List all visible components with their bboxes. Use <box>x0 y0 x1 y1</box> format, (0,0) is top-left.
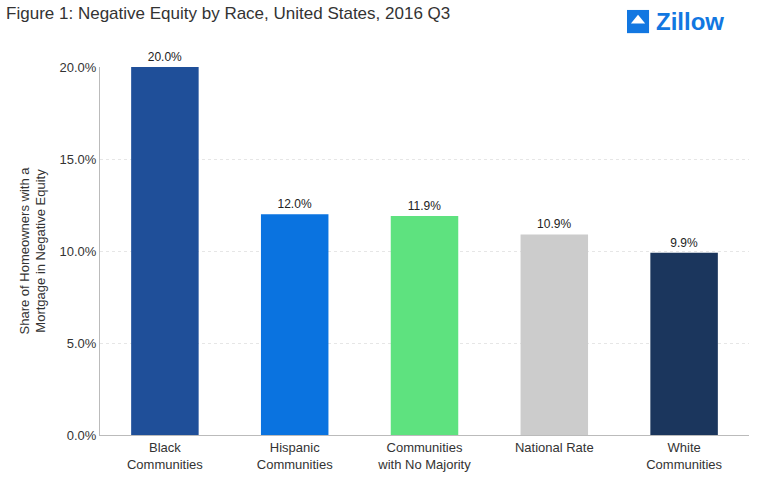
svg-text:12.0%: 12.0% <box>278 197 312 211</box>
svg-text:WhiteCommunities: WhiteCommunities <box>646 440 722 472</box>
svg-text:20.0%: 20.0% <box>60 60 97 75</box>
svg-text:9.9%: 9.9% <box>670 236 698 250</box>
svg-text:Zillow: Zillow <box>656 8 724 35</box>
svg-text:Figure 1: Negative Equity by R: Figure 1: Negative Equity by Race, Unite… <box>6 4 450 23</box>
svg-text:0.0%: 0.0% <box>67 428 97 443</box>
svg-text:Share of Homeowners with aMort: Share of Homeowners with aMortgage in Ne… <box>17 167 49 335</box>
svg-text:5.0%: 5.0% <box>67 336 97 351</box>
svg-text:11.9%: 11.9% <box>408 199 441 213</box>
svg-text:10.0%: 10.0% <box>60 244 97 259</box>
svg-text:National Rate: National Rate <box>515 440 594 455</box>
svg-text:15.0%: 15.0% <box>60 152 97 167</box>
svg-text:BlackCommunities: BlackCommunities <box>127 440 203 472</box>
svg-text:HispanicCommunities: HispanicCommunities <box>257 440 333 472</box>
svg-text:Communitieswith No Majority: Communitieswith No Majority <box>377 440 471 472</box>
svg-text:10.9%: 10.9% <box>537 217 571 231</box>
svg-text:20.0%: 20.0% <box>148 50 182 64</box>
